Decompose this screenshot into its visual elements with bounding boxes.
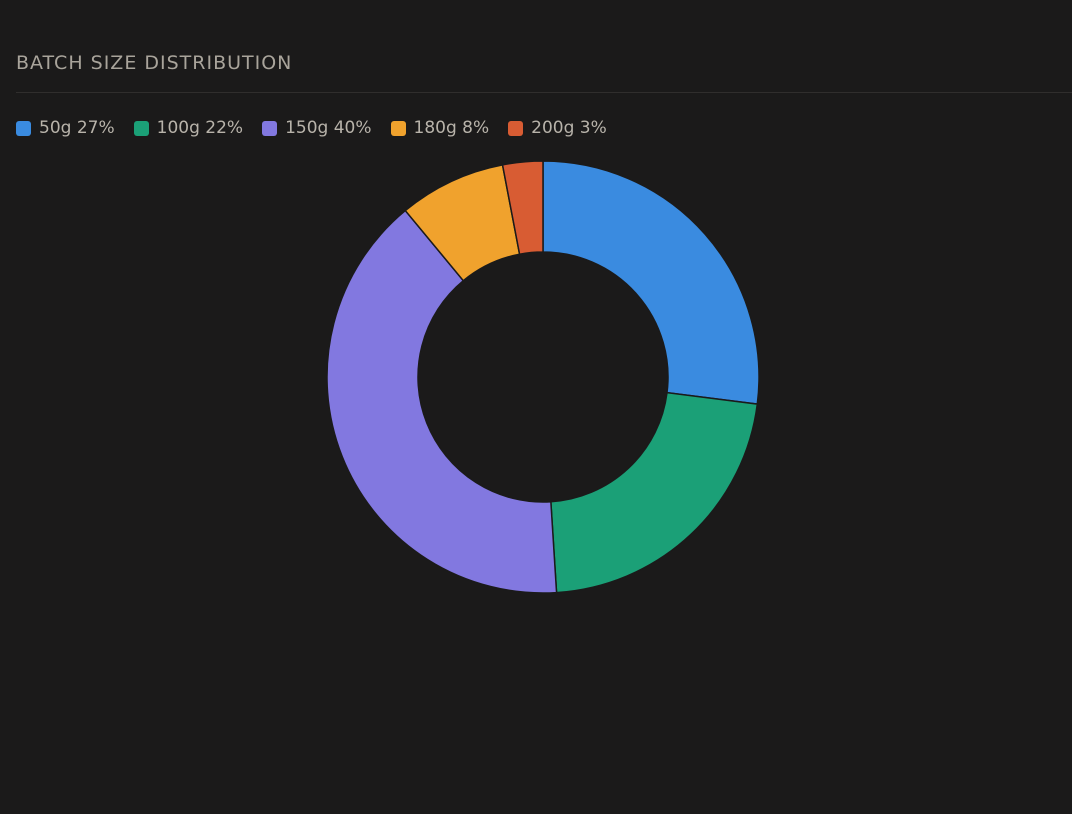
title-divider (16, 92, 1072, 93)
slice-150g[interactable] (326, 209, 558, 594)
legend-swatch (262, 120, 278, 136)
legend-label: 50g 27% (39, 118, 115, 138)
legend-swatch (508, 120, 524, 136)
slice-200g[interactable] (501, 160, 544, 256)
legend-item-180g[interactable]: 180g 8% (390, 118, 490, 138)
legend-item-50g[interactable]: 50g 27% (16, 118, 115, 138)
legend-label: 100g 22% (156, 118, 244, 138)
legend-swatch (390, 120, 406, 136)
slice-100g[interactable] (550, 391, 759, 594)
legend-label: 150g 40% (285, 118, 372, 138)
legend-item-200g[interactable]: 200g 3% (508, 118, 607, 138)
chart-title: BATCH SIZE DISTRIBUTION (16, 52, 293, 74)
legend-label: 180g 8% (413, 118, 490, 138)
legend-swatch (16, 120, 31, 136)
slice-50g[interactable] (542, 160, 760, 405)
legend-item-100g[interactable]: 100g 22% (133, 118, 244, 138)
legend-item-150g[interactable]: 150g 40% (262, 118, 372, 138)
legend-label: 200g 3% (531, 118, 607, 138)
chart-legend: 50g 27% 100g 22% 150g 40% 180g 8% 200g 3… (16, 118, 626, 138)
legend-swatch (133, 120, 149, 136)
donut-slices (326, 160, 760, 594)
